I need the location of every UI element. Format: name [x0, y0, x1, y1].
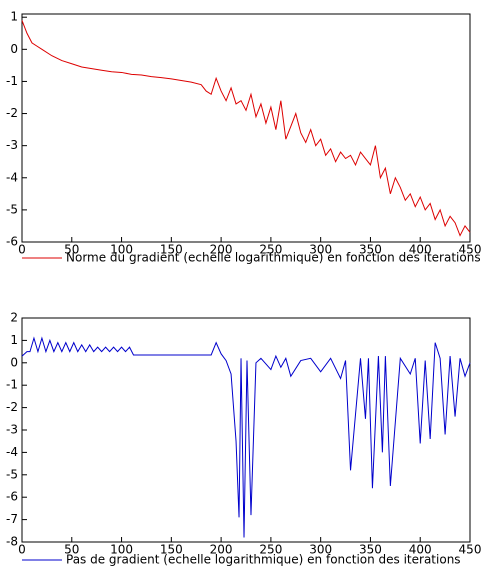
plot-frame — [21, 13, 471, 243]
y-tick-label: -4 — [6, 445, 18, 459]
x-tick-label: 150 — [160, 243, 183, 257]
x-tick-label: 350 — [359, 243, 382, 257]
x-tick-label: 100 — [110, 543, 133, 557]
y-tick-label: -7 — [6, 512, 18, 526]
y-tick-label: 2 — [10, 311, 18, 325]
y-tick-label: -6 — [6, 490, 18, 504]
x-tick-label: 250 — [259, 543, 282, 557]
x-tick-label: 50 — [64, 243, 79, 257]
legend-label: Pas de gradient (echelle logarithmique) … — [66, 553, 461, 567]
x-tick-label: 250 — [259, 243, 282, 257]
x-tick-label: 200 — [210, 543, 233, 557]
y-tick-label: -2 — [6, 106, 18, 120]
y-tick-label: 1 — [10, 10, 18, 24]
x-tick-label: 0 — [18, 243, 26, 257]
y-tick-label: -4 — [6, 170, 18, 184]
x-tick-label: 350 — [359, 543, 382, 557]
x-tick-label: 200 — [210, 243, 233, 257]
x-tick-label: 400 — [409, 543, 432, 557]
data-line — [21, 20, 471, 237]
y-tick-label: -5 — [6, 467, 18, 481]
data-line — [21, 336, 471, 538]
x-tick-label: 450 — [459, 543, 482, 557]
x-tick-label: 150 — [160, 543, 183, 557]
y-tick-label: -1 — [6, 74, 18, 88]
x-tick-label: 450 — [459, 243, 482, 257]
x-tick-label: 100 — [110, 243, 133, 257]
y-tick-label: 0 — [10, 42, 18, 56]
y-tick-label: -2 — [6, 400, 18, 414]
y-tick-label: -5 — [6, 202, 18, 216]
x-tick-label: 300 — [309, 243, 332, 257]
y-tick-label: 0 — [10, 355, 18, 369]
x-tick-label: 400 — [409, 243, 432, 257]
y-tick-label: -1 — [6, 378, 18, 392]
x-tick-label: 300 — [309, 543, 332, 557]
y-tick-label: -3 — [6, 138, 18, 152]
x-tick-label: 0 — [18, 543, 26, 557]
y-tick-label: -6 — [6, 235, 18, 249]
y-tick-label: 1 — [10, 333, 18, 347]
x-tick-label: 50 — [64, 543, 79, 557]
legend-label: Norme du gradient (echelle logarithmique… — [66, 251, 481, 265]
y-tick-label: -8 — [6, 535, 18, 549]
y-tick-label: -3 — [6, 423, 18, 437]
